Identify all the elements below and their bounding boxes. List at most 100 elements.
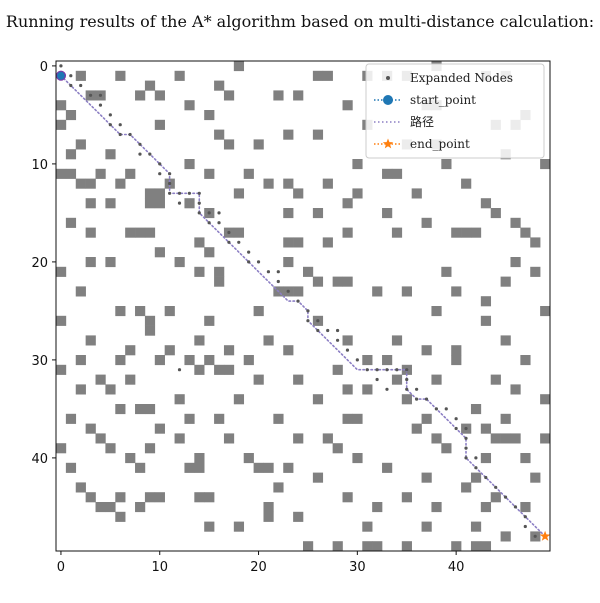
obstacle-cell (204, 492, 215, 503)
obstacle-cell (85, 178, 96, 189)
obstacle-cell (500, 433, 511, 444)
obstacle-cell (204, 315, 215, 326)
obstacle-cell (293, 188, 304, 199)
obstacle-cell (56, 100, 67, 111)
obstacle-cell (194, 492, 205, 503)
obstacle-cell (184, 462, 195, 473)
expanded-node (464, 436, 468, 440)
obstacle-cell (233, 61, 245, 72)
obstacle-cell (85, 257, 96, 268)
obstacle-cell (194, 364, 205, 375)
end-point-marker (539, 530, 551, 541)
obstacle-cell (510, 433, 521, 444)
obstacle-cell (144, 404, 156, 415)
obstacle-cell (540, 159, 551, 170)
obstacle-cell (461, 178, 472, 189)
obstacle-cell (421, 217, 432, 228)
obstacle-cell (421, 413, 432, 424)
obstacle-cell (154, 90, 165, 101)
expanded-node (88, 93, 93, 97)
obstacle-cell (194, 335, 205, 346)
obstacle-cell (204, 521, 215, 532)
obstacle-cell (214, 364, 225, 375)
obstacle-cell (174, 394, 185, 405)
expanded-node (187, 191, 191, 195)
expanded-node (227, 230, 231, 235)
obstacle-cell (342, 413, 353, 424)
obstacle-cell (56, 364, 67, 375)
obstacle-cell (125, 374, 136, 385)
obstacle-cell (332, 443, 343, 454)
obstacle-cell (135, 90, 146, 101)
obstacle-cell (283, 208, 294, 219)
x-tick-label: 0 (57, 560, 65, 575)
obstacle-cell (480, 315, 492, 326)
obstacle-cell (362, 521, 373, 532)
obstacle-cell (223, 345, 235, 356)
obstacle-cell (342, 227, 353, 238)
obstacle-cell (362, 355, 373, 366)
obstacle-cell (223, 90, 235, 101)
start-point-marker (55, 70, 67, 81)
obstacle-cell (362, 384, 373, 395)
obstacle-cell (391, 335, 403, 346)
expanded-node (306, 309, 310, 313)
expanded-node (503, 495, 508, 499)
obstacle-cell (85, 198, 96, 209)
x-tick-label: 10 (151, 560, 168, 575)
obstacle-cell (490, 492, 501, 503)
obstacle-cell (164, 345, 175, 356)
obstacle-cell (125, 453, 136, 464)
obstacle-cell (233, 394, 245, 405)
obstacle-cell (332, 276, 343, 287)
expanded-node (168, 172, 172, 176)
obstacle-cell (382, 208, 393, 219)
obstacle-cell (273, 90, 284, 101)
expanded-node (197, 211, 201, 215)
legend-expanded-symbol (386, 76, 390, 80)
expanded-node (118, 123, 122, 127)
obstacle-cell (95, 374, 106, 385)
obstacle-cell (411, 188, 422, 199)
obstacle-cell (391, 374, 403, 385)
obstacle-cell (421, 472, 432, 483)
obstacle-cell (372, 286, 383, 297)
obstacle-cell (382, 462, 393, 473)
obstacle-cell (174, 433, 185, 444)
obstacle-cell (144, 198, 156, 209)
expanded-node (513, 505, 518, 509)
expanded-nodes-layer (59, 64, 537, 538)
obstacle-cell (470, 227, 482, 238)
obstacle-cell (283, 237, 294, 248)
plot-area-frame (55, 60, 551, 552)
obstacle-cell (293, 374, 304, 385)
legend-label: end_point (410, 137, 470, 151)
expanded-node (484, 475, 488, 480)
obstacle-cell (194, 266, 205, 277)
obstacle-cell (253, 374, 264, 385)
obstacle-cell (530, 237, 541, 248)
expanded-node (286, 289, 290, 293)
obstacle-cell (342, 276, 353, 287)
obstacle-cell (56, 315, 67, 326)
obstacle-cell (154, 355, 165, 366)
obstacle-cell (312, 276, 324, 287)
obstacle-cell (174, 257, 185, 268)
obstacle-cell (204, 247, 215, 258)
obstacle-cell (75, 178, 86, 189)
obstacle-cell (293, 237, 304, 248)
obstacle-cell (520, 453, 531, 464)
obstacle-cell (342, 335, 353, 346)
obstacle-cell (441, 159, 452, 170)
expanded-node (177, 201, 182, 205)
obstacle-cell (451, 345, 462, 356)
obstacle-cell (214, 266, 225, 277)
expanded-node (316, 328, 320, 333)
obstacle-cell (530, 472, 541, 483)
obstacle-cell (214, 129, 225, 140)
expanded-node (148, 152, 152, 156)
obstacle-cell (303, 266, 314, 277)
obstacle-cell (75, 384, 86, 395)
expanded-node (345, 348, 350, 352)
